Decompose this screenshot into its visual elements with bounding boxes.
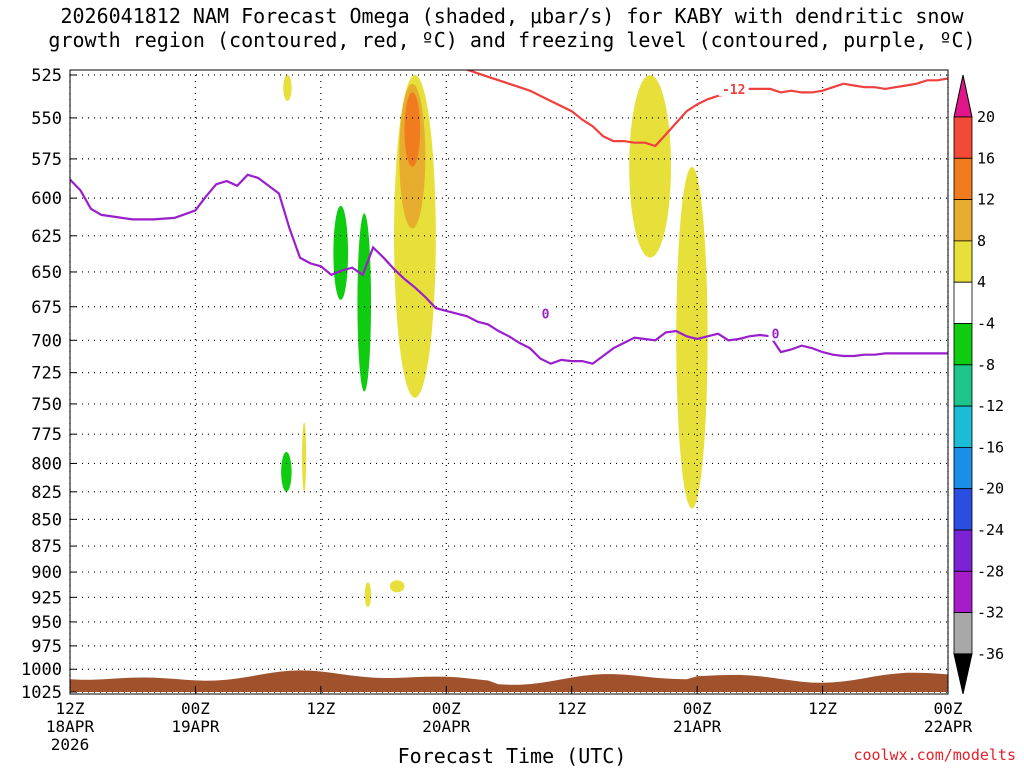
omega-shading (281, 75, 708, 608)
y-tick-label: 800 (31, 454, 62, 474)
y-tick-label: 1000 (21, 660, 62, 680)
omega-region-4 (629, 75, 672, 258)
colorbar-top-arrow (953, 74, 973, 118)
y-tick-label: 900 (31, 563, 62, 583)
contour-label: -12 (722, 83, 745, 98)
contour-freezing-level (70, 173, 948, 365)
omega-region-8 (389, 580, 405, 593)
y-tick-label: 575 (31, 150, 62, 170)
colorbar-band (953, 240, 973, 283)
contour-label-bg (768, 325, 783, 341)
contour-label-bg (538, 305, 553, 321)
colorbar-band (953, 405, 973, 448)
colorbar-label: -12 (977, 397, 1004, 415)
y-tick-label: 650 (31, 263, 62, 283)
colorbar-label: -28 (977, 562, 1004, 580)
y-tick-label: 725 (31, 364, 62, 384)
y-tick-label: 975 (31, 637, 62, 657)
y-tick-label: 925 (31, 588, 62, 608)
colorbar-label: 12 (977, 191, 995, 209)
omega-region-9 (333, 205, 349, 300)
x-tick-label: 00Z (934, 699, 963, 718)
contour-lines: 0 0 -12 (70, 70, 948, 365)
y-tick-label: 875 (31, 537, 62, 557)
colorbar-label: 20 (977, 108, 995, 126)
colorbar-bottom-arrow (953, 653, 973, 695)
colorbar-label: 16 (977, 149, 995, 167)
colorbar-label: -24 (977, 521, 1004, 539)
x-axis-title: Forecast Time (UTC) (397, 744, 627, 768)
title-line-2: growth region (contoured, red, ºC) and f… (48, 28, 976, 52)
y-tick-label: 550 (31, 109, 62, 129)
colorbar-band (953, 364, 973, 407)
omega-region-7 (364, 582, 372, 608)
y-tick-label: 525 (31, 66, 62, 86)
y-tick-label: 850 (31, 510, 62, 530)
x-tick-label: 21APR (673, 717, 722, 736)
x-tick-label: 00Z (683, 699, 712, 718)
colorbar-label: -16 (977, 438, 1004, 456)
y-tick-label: 675 (31, 298, 62, 318)
y-axis: 525 550 575 600 625 650 675 700 725 750 775 800 825 8… (21, 66, 76, 703)
omega-region-11 (281, 451, 292, 492)
x-tick-label: 20APR (422, 717, 471, 736)
plot-frame (69, 69, 949, 695)
y-tick-label: 625 (31, 227, 62, 247)
colorbar-label: 4 (977, 273, 986, 291)
x-tick-label: 22APR (924, 717, 973, 736)
colorbar-band (953, 281, 973, 324)
colorbar-band (953, 488, 973, 531)
x-tick-label: 12Z (557, 699, 586, 718)
omega-region-10 (357, 213, 372, 392)
colorbar-label: -36 (977, 645, 1004, 663)
colorbar-label: -4 (977, 315, 995, 333)
colorbar-band (953, 529, 973, 572)
colorbar-label: -8 (977, 356, 995, 374)
colorbar-label: -20 (977, 480, 1004, 498)
x-tick-label: 18APR (46, 717, 95, 736)
colorbar-label: -32 (977, 604, 1004, 622)
colorbar-band (953, 612, 973, 655)
colorbar: 20 16 12 8 4 -4 -8 -12 -16 -20 -24 -28 -32 -36 (953, 74, 1004, 695)
credit-link[interactable]: coolwx.com/modelts (853, 746, 1016, 764)
contour-dendritic (466, 70, 948, 148)
omega-region-2 (404, 92, 421, 167)
colorbar-band (953, 323, 973, 366)
x-tick-label: 19APR (171, 717, 220, 736)
x-tick-label: 12Z (808, 699, 837, 718)
x-tick-label: 2026 (51, 735, 90, 754)
contour-label-bg (718, 80, 749, 96)
colorbar-band (953, 570, 973, 613)
grid-lines (69, 74, 949, 693)
terrain-fill (70, 670, 948, 692)
colorbar-band (953, 116, 973, 159)
chart-title: 2026041812 NAM Forecast Omega (shaded, μ… (0, 4, 1024, 52)
contour-label: 0 (542, 308, 550, 323)
x-tick-label: 12Z (56, 699, 85, 718)
y-tick-label: 1025 (21, 683, 62, 703)
terrain-ground (70, 670, 948, 692)
y-tick-label: 750 (31, 395, 62, 415)
colorbar-band (953, 199, 973, 242)
contour-label: 0 (772, 328, 780, 343)
x-tick-label: 00Z (181, 699, 210, 718)
y-tick-label: 950 (31, 613, 62, 633)
x-tick-label: 12Z (306, 699, 335, 718)
colorbar-band (953, 446, 973, 490)
colorbar-band (953, 157, 973, 201)
omega-region-3 (283, 75, 292, 101)
x-tick-label: 00Z (432, 699, 461, 718)
y-tick-label: 600 (31, 189, 62, 209)
y-tick-label: 700 (31, 331, 62, 351)
colorbar-label: 8 (977, 232, 986, 250)
y-tick-label: 775 (31, 425, 62, 445)
title-line-1: 2026041812 NAM Forecast Omega (shaded, μ… (60, 4, 964, 28)
y-tick-label: 825 (31, 483, 62, 503)
omega-region-6 (302, 422, 307, 492)
